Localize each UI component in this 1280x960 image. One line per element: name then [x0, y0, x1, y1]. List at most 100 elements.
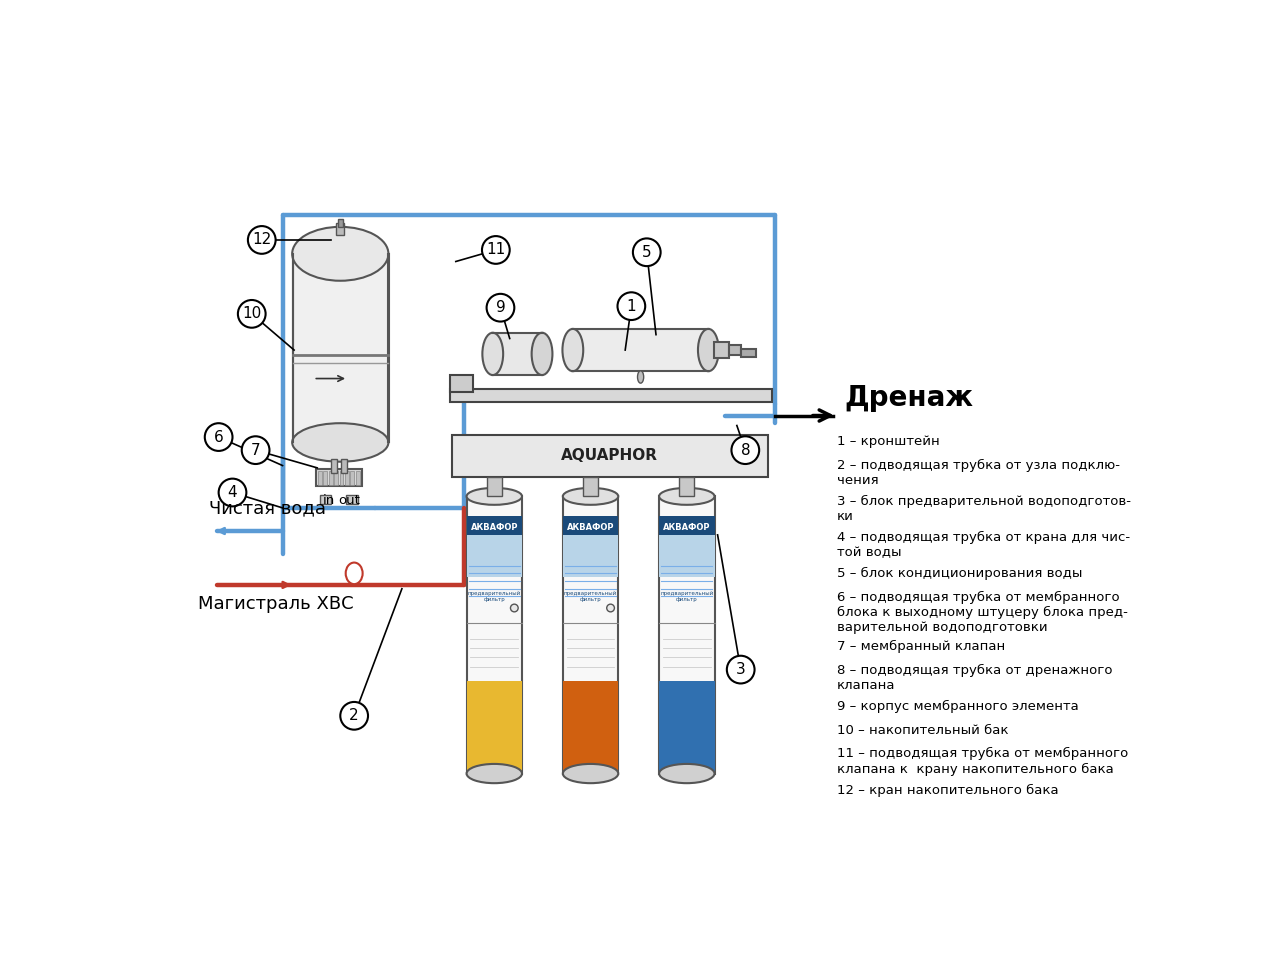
Text: 12: 12: [252, 232, 271, 248]
Bar: [680, 477, 695, 496]
Text: 8: 8: [741, 443, 750, 458]
Text: Чистая вода: Чистая вода: [210, 499, 326, 516]
Text: 5: 5: [643, 245, 652, 260]
Bar: [337, 223, 344, 234]
Circle shape: [617, 292, 645, 320]
Text: 6: 6: [214, 429, 224, 444]
Text: 11: 11: [486, 243, 506, 257]
Bar: [293, 253, 389, 443]
Text: 4 – подводящая трубка от крана для чис-
той воды: 4 – подводящая трубка от крана для чис- …: [837, 531, 1130, 559]
Circle shape: [486, 294, 515, 322]
Ellipse shape: [531, 333, 553, 375]
Text: AQUAPHOR: AQUAPHOR: [562, 448, 658, 464]
Bar: [730, 345, 741, 355]
Circle shape: [727, 656, 755, 684]
Bar: [340, 460, 347, 473]
Bar: [317, 471, 321, 485]
Circle shape: [248, 227, 275, 253]
Text: предварительный
фильтр: предварительный фильтр: [660, 591, 713, 602]
Bar: [563, 535, 618, 577]
Text: 10: 10: [242, 306, 261, 322]
Ellipse shape: [292, 227, 388, 280]
Bar: [351, 471, 355, 485]
Ellipse shape: [659, 764, 714, 783]
Circle shape: [607, 604, 614, 612]
Text: out: out: [338, 493, 360, 507]
Text: 10 – накопительный бак: 10 – накопительный бак: [837, 724, 1009, 736]
Ellipse shape: [562, 329, 584, 372]
Bar: [467, 516, 522, 539]
Text: АКВАФОР: АКВАФОР: [471, 522, 518, 532]
Text: Магистраль ХВС: Магистраль ХВС: [198, 595, 353, 613]
Ellipse shape: [563, 764, 618, 783]
Text: 8 – подводящая трубка от дренажного
клапана: 8 – подводящая трубка от дренажного клап…: [837, 663, 1112, 691]
Text: 2 – подводящая трубка от узла подклю-
чения: 2 – подводящая трубка от узла подклю- че…: [837, 459, 1120, 487]
Text: Дренаж: Дренаж: [845, 384, 974, 412]
Circle shape: [205, 423, 233, 451]
Bar: [563, 496, 618, 774]
Bar: [741, 349, 756, 357]
Bar: [324, 471, 328, 485]
Bar: [329, 471, 333, 485]
Bar: [334, 471, 338, 485]
Text: АКВАФОР: АКВАФОР: [567, 522, 614, 532]
Bar: [714, 343, 730, 358]
Text: 2: 2: [349, 708, 358, 723]
Circle shape: [219, 479, 246, 506]
Bar: [320, 494, 332, 504]
Text: 7: 7: [251, 443, 260, 458]
Bar: [467, 496, 522, 774]
Text: 1 – кронштейн: 1 – кронштейн: [837, 435, 940, 447]
Bar: [493, 332, 541, 374]
Ellipse shape: [483, 333, 503, 375]
Bar: [486, 477, 502, 496]
Circle shape: [511, 604, 518, 612]
Bar: [347, 494, 358, 504]
Ellipse shape: [698, 329, 719, 372]
Bar: [467, 682, 522, 774]
Bar: [659, 496, 714, 774]
Bar: [338, 219, 343, 227]
Circle shape: [242, 436, 270, 464]
Text: 6 – подводящая трубка от мембранного
блока к выходному штуцеру блока пред-
варит: 6 – подводящая трубка от мембранного бло…: [837, 591, 1128, 635]
Ellipse shape: [292, 423, 388, 462]
Bar: [332, 460, 337, 473]
Text: предварительный
фильтр: предварительный фильтр: [467, 591, 521, 602]
Text: 9 – корпус мембранного элемента: 9 – корпус мембранного элемента: [837, 700, 1079, 712]
Text: 3 – блок предварительной водоподготов-
ки: 3 – блок предварительной водоподготов- к…: [837, 494, 1132, 523]
Text: АКВАФОР: АКВАФОР: [663, 522, 710, 532]
Circle shape: [238, 300, 266, 327]
Bar: [582, 477, 598, 496]
Ellipse shape: [637, 371, 644, 383]
Bar: [449, 374, 472, 393]
Circle shape: [731, 436, 759, 464]
Bar: [452, 435, 768, 477]
Bar: [659, 516, 714, 539]
Bar: [356, 471, 360, 485]
Bar: [339, 471, 343, 485]
Ellipse shape: [467, 488, 522, 505]
Text: предварительный
фильтр: предварительный фильтр: [564, 591, 617, 602]
Bar: [344, 471, 348, 485]
Text: 11 – подводящая трубка от мембранного
клапана к  крану накопительного бака: 11 – подводящая трубка от мембранного кл…: [837, 748, 1128, 776]
Ellipse shape: [563, 488, 618, 505]
Text: 1: 1: [626, 299, 636, 314]
Text: in: in: [323, 493, 335, 507]
Text: 5 – блок кондиционирования воды: 5 – блок кондиционирования воды: [837, 567, 1083, 580]
Bar: [316, 469, 362, 487]
Text: 7 – мембранный клапан: 7 – мембранный клапан: [837, 639, 1005, 653]
Text: 3: 3: [736, 662, 745, 677]
Bar: [449, 389, 772, 402]
Bar: [563, 682, 618, 774]
Circle shape: [483, 236, 509, 264]
Text: 12 – кран накопительного бака: 12 – кран накопительного бака: [837, 783, 1059, 797]
Text: 4: 4: [228, 485, 237, 500]
Ellipse shape: [467, 764, 522, 783]
Circle shape: [340, 702, 369, 730]
Bar: [573, 328, 708, 371]
Bar: [659, 535, 714, 577]
Text: 9: 9: [495, 300, 506, 315]
Bar: [659, 682, 714, 774]
Bar: [467, 535, 522, 577]
Ellipse shape: [659, 488, 714, 505]
